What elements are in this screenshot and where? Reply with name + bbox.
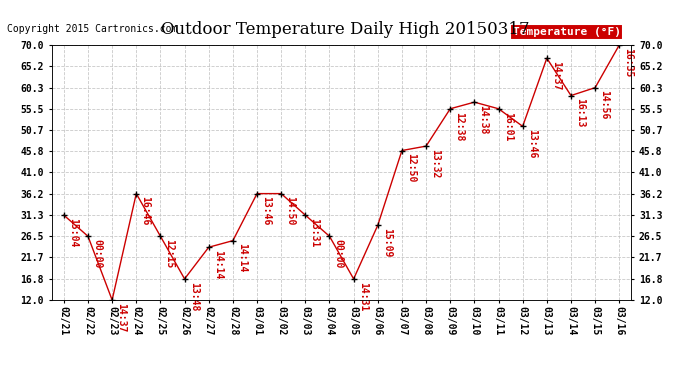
- Text: 14:37: 14:37: [551, 61, 561, 90]
- Text: 00:00: 00:00: [92, 239, 102, 268]
- Text: 13:46: 13:46: [262, 196, 271, 226]
- Text: 14:56: 14:56: [600, 90, 609, 120]
- Text: 14:31: 14:31: [358, 282, 368, 311]
- Text: 14:14: 14:14: [237, 243, 247, 273]
- Text: 16:01: 16:01: [503, 111, 513, 141]
- Text: 14:14: 14:14: [213, 250, 223, 279]
- Text: 16:35: 16:35: [624, 48, 633, 77]
- Text: Outdoor Temperature Daily High 20150317: Outdoor Temperature Daily High 20150317: [161, 21, 529, 38]
- Text: 12:15: 12:15: [165, 239, 175, 268]
- Text: 15:04: 15:04: [68, 218, 78, 247]
- Text: Temperature (°F): Temperature (°F): [513, 27, 620, 37]
- Text: 16:46: 16:46: [141, 196, 150, 226]
- Text: 13:46: 13:46: [527, 129, 537, 159]
- Text: 14:38: 14:38: [479, 105, 489, 134]
- Text: 15:09: 15:09: [382, 228, 392, 257]
- Text: 16:13: 16:13: [575, 98, 585, 128]
- Text: 13:48: 13:48: [189, 282, 199, 311]
- Text: 12:50: 12:50: [406, 153, 416, 183]
- Text: Copyright 2015 Cartronics.com: Copyright 2015 Cartronics.com: [7, 24, 177, 34]
- Text: 13:32: 13:32: [431, 149, 440, 178]
- Text: 00:00: 00:00: [334, 239, 344, 268]
- Text: 12:38: 12:38: [455, 111, 464, 141]
- Text: 14:37: 14:37: [117, 303, 126, 332]
- Text: 14:50: 14:50: [286, 196, 295, 226]
- Text: 13:31: 13:31: [310, 218, 319, 247]
